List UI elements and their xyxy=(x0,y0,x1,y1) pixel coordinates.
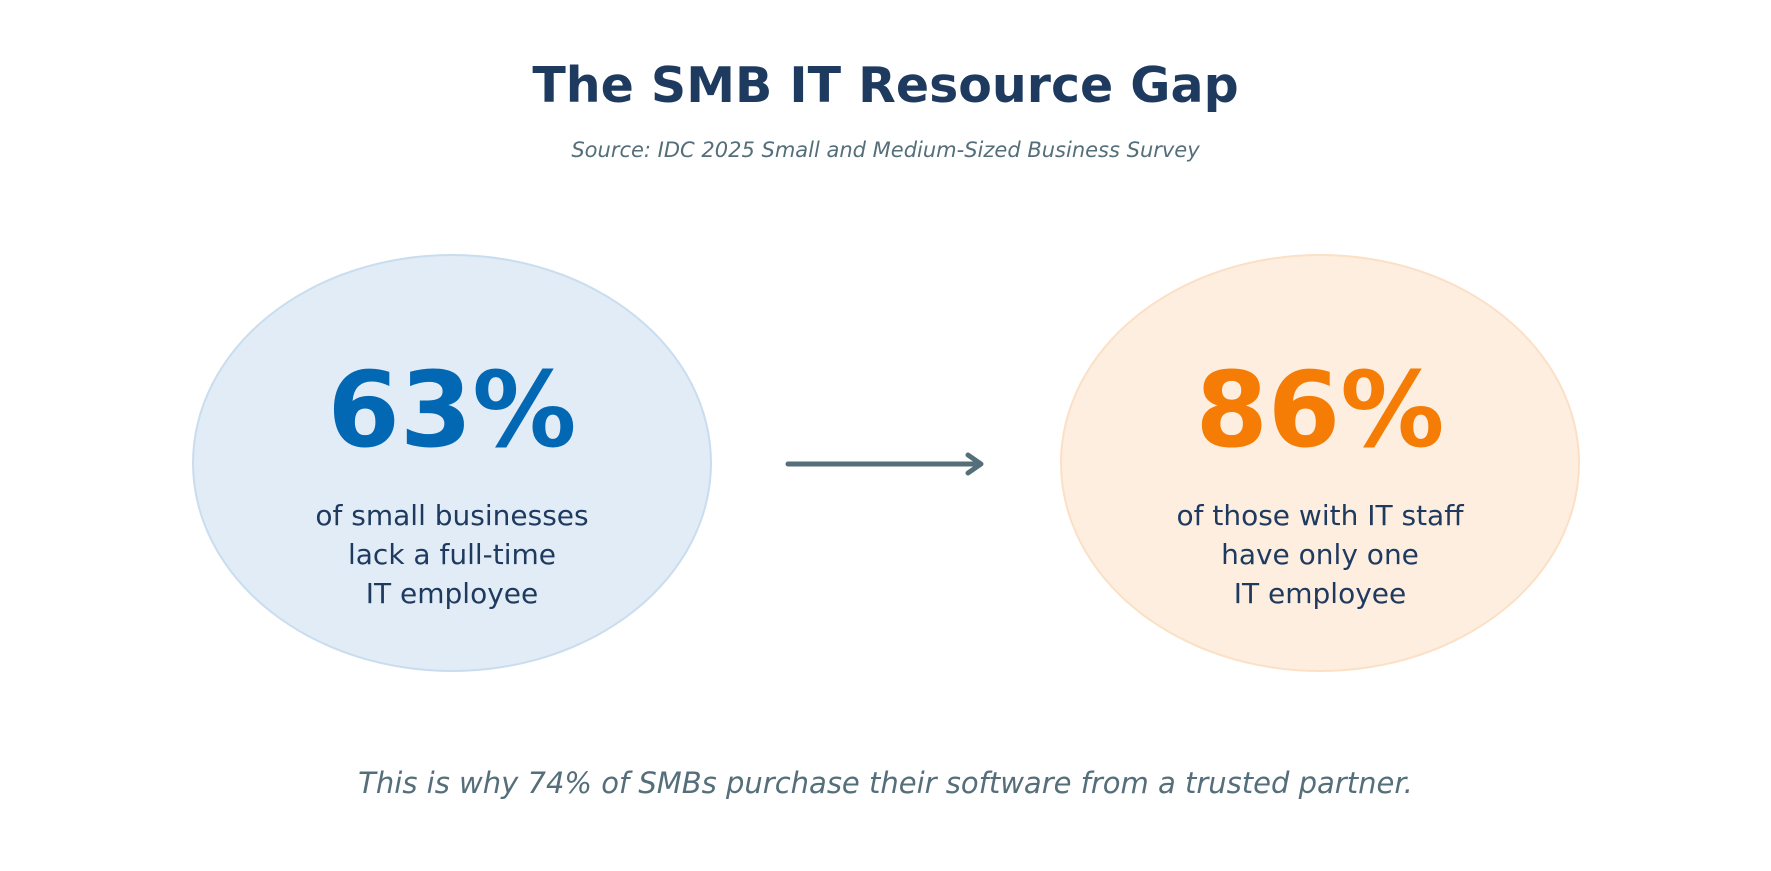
stat-value: 63% xyxy=(327,349,577,471)
source-caption: Source: IDC 2025 Small and Medium-Sized … xyxy=(571,138,1200,162)
stat-circle-it-staff: 86% of those with IT staff have only one… xyxy=(1060,254,1580,672)
stat-label-line: lack a full-time xyxy=(347,538,557,571)
stat-label: of small businesses lack a full-time IT … xyxy=(194,496,710,613)
page-title: The SMB IT Resource Gap xyxy=(532,57,1239,114)
stat-label-line: IT employee xyxy=(365,577,539,610)
arrow-right-icon xyxy=(785,452,984,476)
stat-circle-small-businesses: 63% of small businesses lack a full-time… xyxy=(192,254,712,672)
footnote: This is why 74% of SMBs purchase their s… xyxy=(358,766,1413,800)
stat-label-line: of small businesses xyxy=(315,499,589,532)
stat-value: 86% xyxy=(1195,349,1445,471)
stat-label-line: have only one xyxy=(1221,538,1419,571)
stat-label: of those with IT staff have only one IT … xyxy=(1062,496,1578,613)
stat-label-line: IT employee xyxy=(1233,577,1407,610)
stat-label-line: of those with IT staff xyxy=(1176,499,1464,532)
